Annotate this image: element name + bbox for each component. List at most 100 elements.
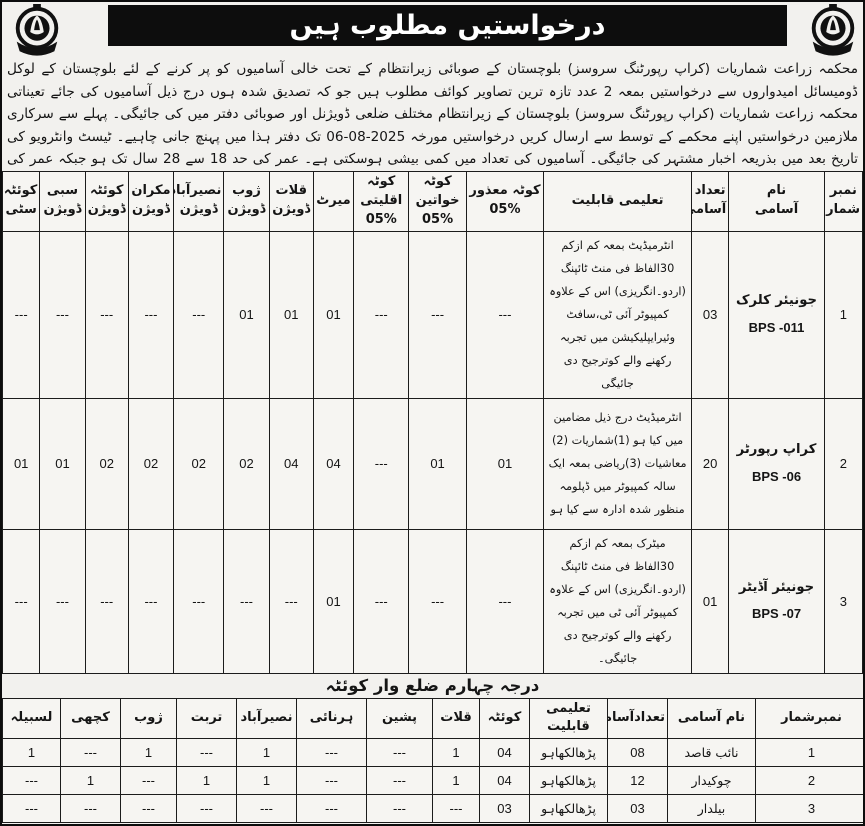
table-cell: 01 — [691, 528, 730, 674]
cell-line: قلات — [440, 709, 472, 725]
cell-line: 20 — [702, 456, 718, 472]
table-cell: 01 — [465, 397, 545, 530]
table-cell: --- — [366, 738, 433, 768]
cell-line: نائب قاصد — [684, 745, 739, 761]
table-cell: --- — [176, 738, 237, 768]
table-cell: چوکیدار — [667, 766, 756, 796]
cell-line: 1 — [86, 773, 95, 789]
cell-line: تعلیمی قابلیت — [546, 700, 591, 735]
cell-line: ڈویژن — [43, 202, 82, 218]
cell-line: 1 — [807, 745, 816, 761]
cell-line: --- — [374, 307, 388, 323]
table-cell: --- — [176, 794, 237, 824]
cell-line: --- — [100, 307, 114, 323]
table-cell: --- — [60, 794, 121, 824]
table-cell: --- — [465, 230, 545, 399]
cell-line: 12 — [630, 773, 645, 789]
table-cell: --- — [366, 766, 433, 796]
cell-line: --- — [393, 801, 406, 817]
column-header: کوٹہ معذور 05% — [465, 171, 545, 232]
table-cell: --- — [268, 528, 314, 674]
column-header: ژوب — [120, 697, 177, 740]
cell-line: --- — [260, 801, 273, 817]
table-cell: 1 — [236, 738, 297, 768]
cell-line: ڈویژن — [227, 202, 266, 218]
cell-line: --- — [84, 745, 97, 761]
table-cell: --- — [84, 230, 129, 399]
table-cell: کراپ رپورٹر BPS -06 — [728, 397, 825, 530]
cell-line: --- — [192, 307, 206, 323]
table-cell: --- — [127, 230, 175, 399]
cell-line: 03 — [702, 307, 718, 323]
table-cell: 1 — [236, 766, 297, 796]
cell-line: ڈویژن — [132, 202, 170, 218]
cell-line: --- — [374, 456, 388, 472]
cell-line: --- — [100, 593, 114, 609]
table-cell: نائب قاصد — [667, 738, 756, 768]
cell-line: 05% — [422, 211, 454, 227]
table-cell: --- — [2, 794, 61, 824]
cell-line: کوٹہ اقلیتی — [360, 174, 403, 208]
cell-line: --- — [374, 593, 388, 609]
page-title: درخواستیں مطلوب ہیں — [289, 10, 606, 41]
table-row: 2 چوکیدار 12 پڑھالکھاہو 04 1 --- --- 1 1 --- 1 --- — [2, 766, 863, 796]
cell-line: --- — [25, 773, 38, 789]
table-cell: --- — [296, 766, 367, 796]
column-header: تعداد آسامی — [691, 171, 730, 232]
column-header: نام آسامی — [728, 171, 825, 232]
table-cell: 3 — [823, 528, 863, 674]
table-cell: --- — [465, 528, 545, 674]
table-cell: 01 — [312, 528, 355, 674]
cell-line: --- — [142, 801, 155, 817]
cell-line: 1 — [202, 773, 211, 789]
cell-line: 01 — [702, 593, 718, 609]
table-cell: 04 — [479, 738, 530, 768]
table-cell: 1 — [2, 738, 61, 768]
cell-line: --- — [449, 801, 463, 817]
table-cell: پڑھالکھاہو — [529, 794, 608, 824]
cell-line: پڑھالکھاہو — [541, 745, 596, 761]
table-cell: --- — [296, 738, 367, 768]
table-cell: --- — [2, 230, 41, 399]
cell-line: کراپ رپورٹر — [736, 442, 817, 458]
cell-line: --- — [142, 773, 155, 789]
header-row: نمبرشمار نام آسامی تعدادآسامی تعلیمی قابلیت… — [2, 697, 863, 740]
table-cell: 2 — [755, 766, 863, 796]
cell-line: 3 — [839, 593, 847, 609]
cell-line: --- — [325, 801, 338, 817]
cell-line: سبی — [46, 183, 79, 199]
table-row: 3 جونیئر آڈیٹر BPS -07 01 میٹرک بمعہ کم ازکم… — [2, 528, 863, 674]
cell-line: بیلدار — [697, 801, 726, 817]
table-cell: 12 — [607, 766, 668, 796]
cell-line: BPS -07 — [751, 606, 802, 622]
cell-line: 3 — [807, 801, 816, 817]
cell-line: انٹرمیڈیٹ درج ذیل مضامین میں کیا ہو (1)ش… — [548, 410, 687, 517]
cell-line: نصیرآباد — [240, 709, 293, 725]
header-row: نمبر شمار نام آسامی تعداد آسامی تعلیمی قابلیت ک… — [2, 171, 863, 232]
cell-line: 04 — [326, 456, 341, 472]
column-header: نصیرآباد — [236, 697, 297, 740]
cell-line: --- — [393, 773, 406, 789]
table-cell: پڑھالکھاہو — [529, 738, 608, 768]
cell-line: نمبرشمار — [781, 709, 842, 725]
column-header: ژوب ڈویژن — [223, 171, 270, 232]
table-cell: --- — [432, 794, 480, 824]
cell-line: --- — [325, 745, 338, 761]
table-cell: جونیئر کلرک BPS -011 — [728, 230, 825, 399]
cell-line: 04 — [284, 456, 299, 472]
column-header: قلات — [432, 697, 480, 740]
cell-line: سٹی — [5, 202, 37, 218]
table-cell: 2 — [823, 397, 863, 530]
cell-line: ڈویژن — [87, 202, 126, 218]
cell-line: --- — [25, 801, 38, 817]
cell-line: --- — [84, 801, 97, 817]
table-cell: 1 — [120, 738, 177, 768]
govt-emblem-left-icon — [10, 4, 64, 60]
cell-line: ڈویژن — [179, 202, 218, 218]
cell-line: 05% — [365, 211, 397, 227]
cell-line: کوٹہ خواتین — [415, 174, 460, 208]
cell-line: تعداد — [694, 183, 726, 199]
table-cell: 01 — [268, 230, 314, 399]
cell-line: آسامی — [693, 202, 727, 218]
cell-line: 02 — [239, 456, 254, 472]
